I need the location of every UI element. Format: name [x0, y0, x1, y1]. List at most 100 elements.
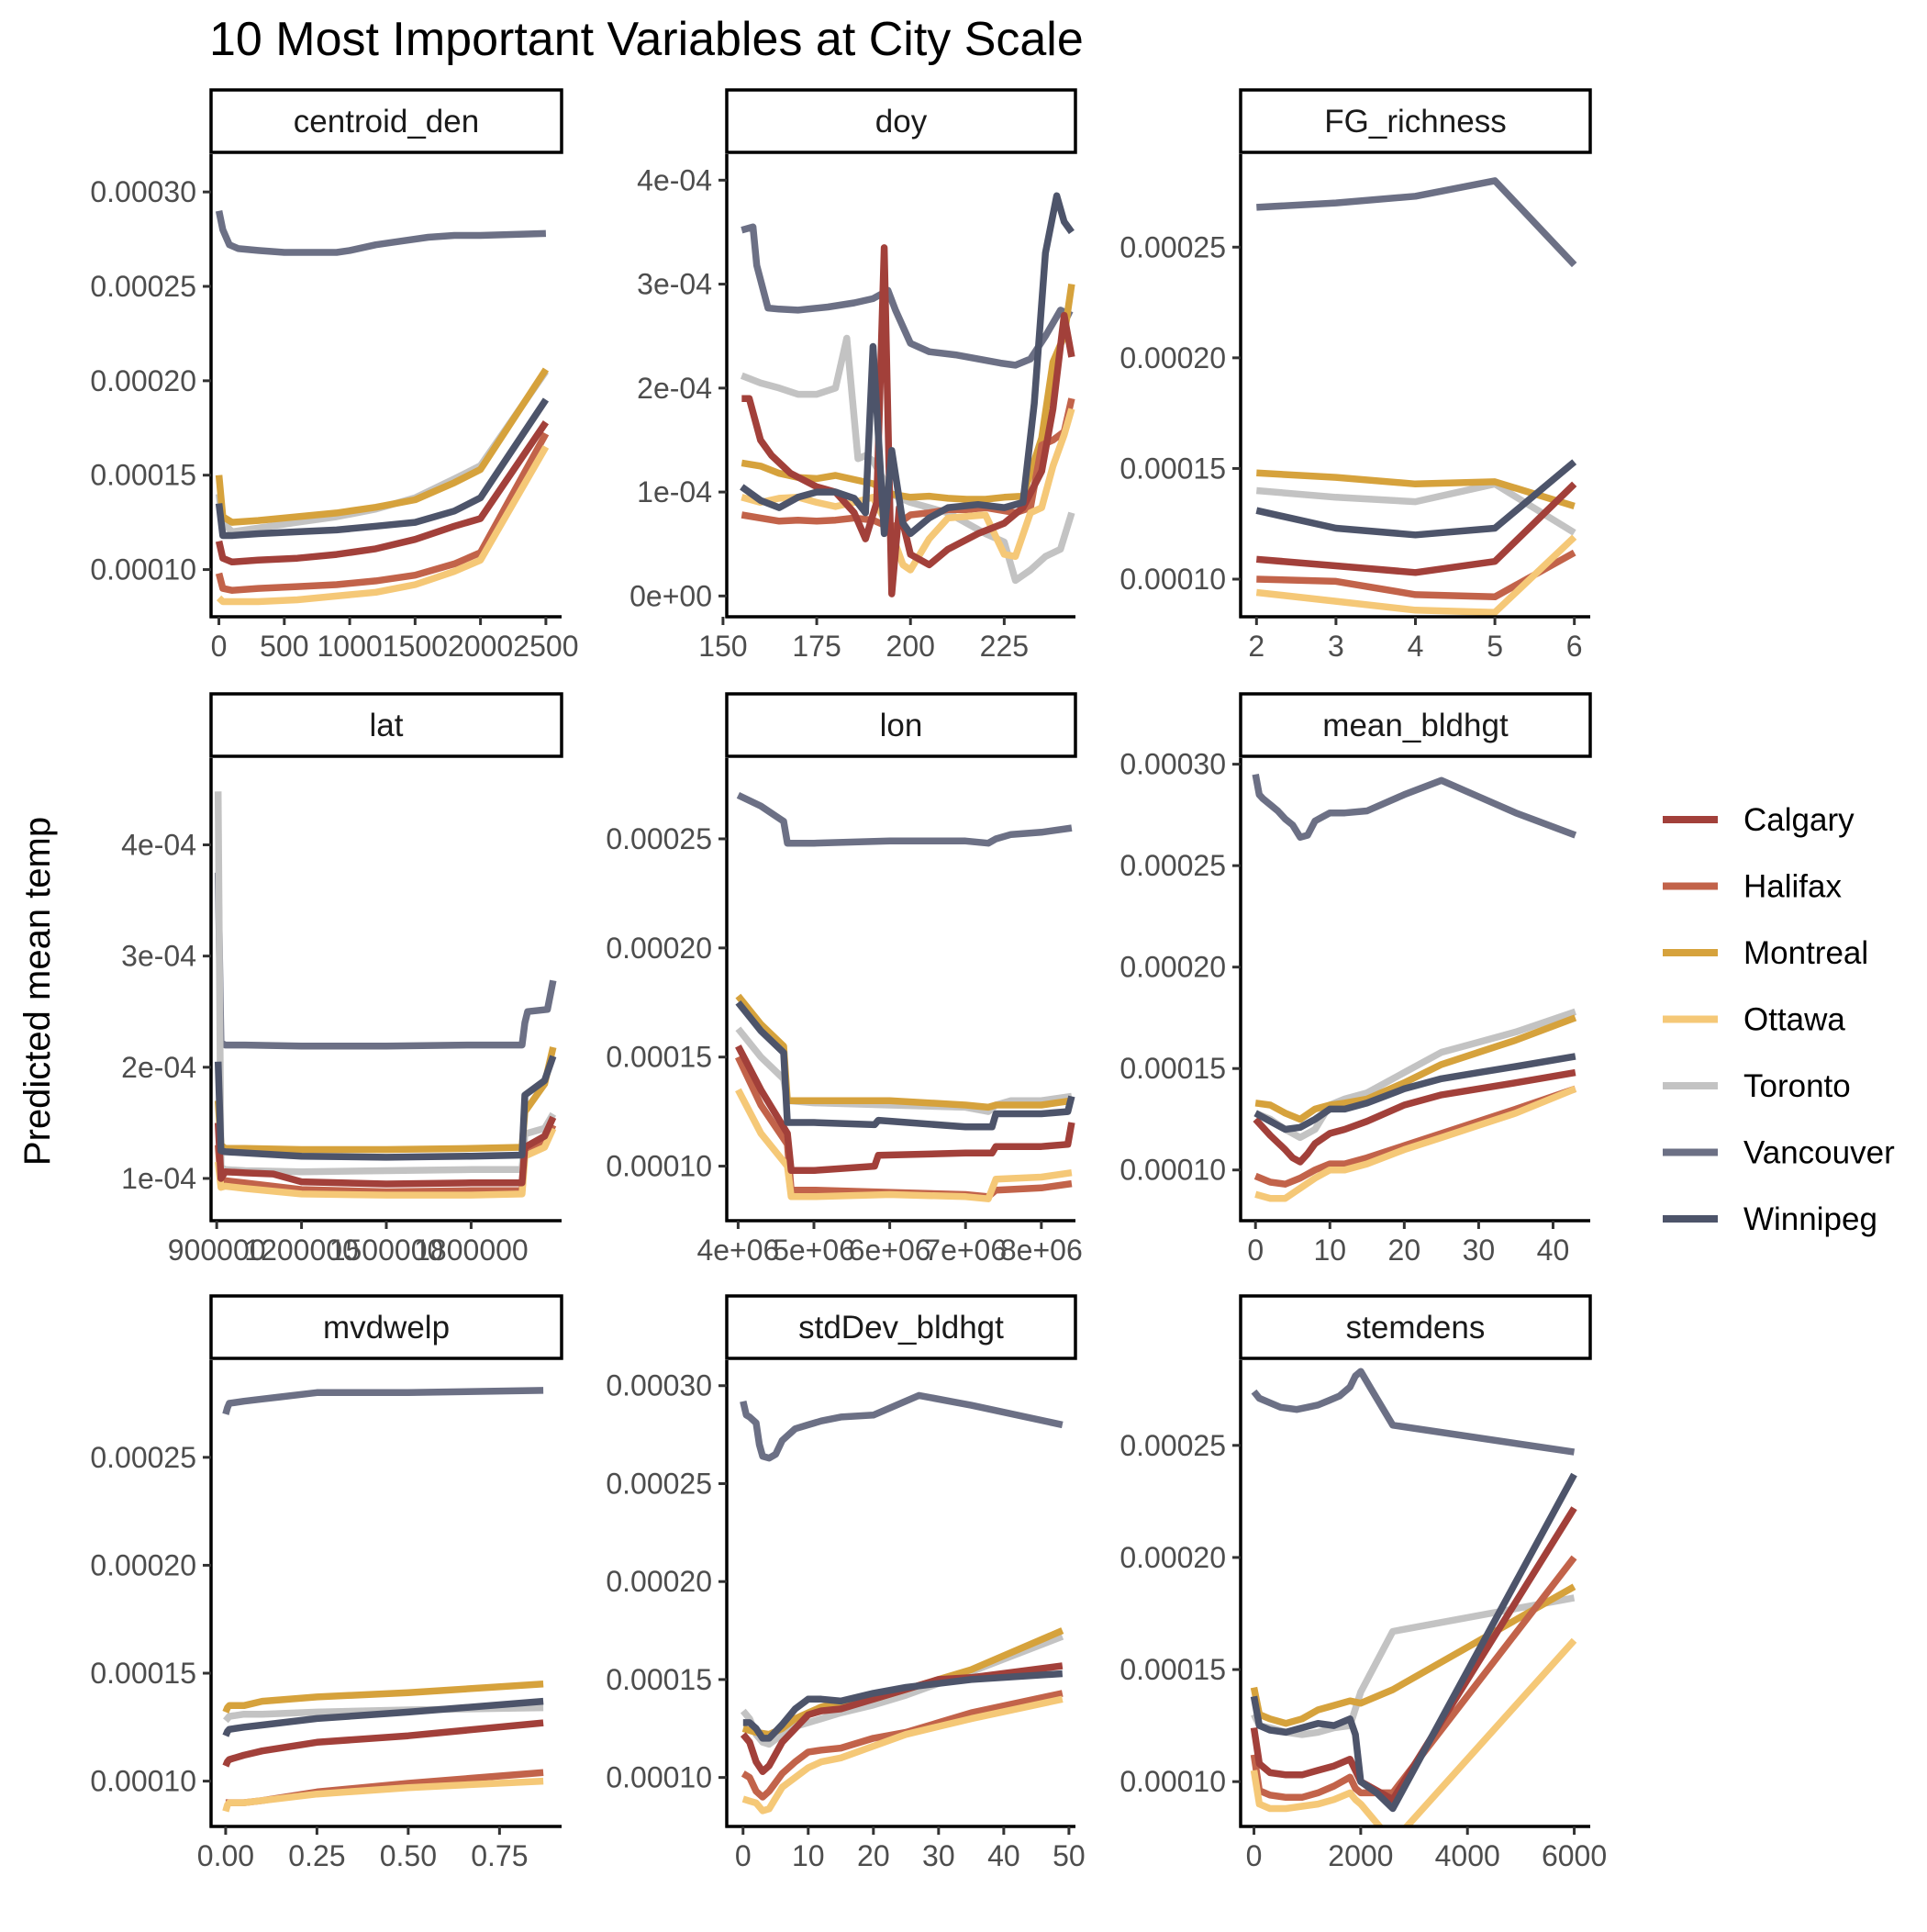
panel-mean-bldhgt: mean_bldhgt 0.00010 0.00015 0.00020 0.00025 0… — [1119, 692, 1592, 1267]
series-lines — [735, 792, 1075, 1202]
x-tick-label: 1200000 — [244, 1234, 359, 1267]
series-line-winnipeg — [735, 1000, 1075, 1131]
x-tick-label: 225 — [980, 630, 1029, 663]
y-tick-label: 0.00010 — [90, 1765, 196, 1798]
y-tick-label: 0.00015 — [1119, 452, 1226, 485]
legend-item-vancouver: Vancouver — [1663, 1135, 1895, 1171]
series-line-montreal — [1254, 1014, 1577, 1123]
legend-item-halifax: Halifax — [1663, 869, 1842, 905]
x-tick-label: 5e+06 — [773, 1234, 855, 1267]
x-tick-label: 4 — [1408, 630, 1424, 663]
series-line-vancouver — [1251, 1368, 1576, 1456]
y-tick-label: 3e-04 — [121, 940, 196, 973]
x-tick-label: 40 — [987, 1839, 1020, 1872]
series-line-ottawa — [214, 1126, 557, 1199]
panel-mvdwelp: mvdwelp 0.00010 0.00015 0.00020 0.00025 0.00 0… — [90, 1294, 563, 1872]
x-tick-label: 30 — [1463, 1234, 1496, 1267]
panel-strip — [209, 692, 563, 758]
legend: Calgary Halifax Montreal Ottawa Toronto Vanco… — [1663, 802, 1895, 1237]
y-tick-label: 0.00020 — [606, 1565, 712, 1598]
series-lines — [1255, 177, 1577, 616]
series-line-vancouver — [222, 1387, 544, 1415]
panel-fg-richness: FG_richness 0.00010 0.00015 0.00020 0.00025 2… — [1119, 88, 1592, 663]
y-tick-label: 3e-04 — [637, 268, 712, 301]
series-line-ottawa — [1255, 534, 1577, 616]
x-tick-label: 1000 — [317, 630, 382, 663]
series-line-winnipeg — [740, 192, 1075, 538]
series-line-winnipeg — [1253, 1053, 1576, 1134]
series-line-winnipeg — [1255, 459, 1577, 539]
series-line-vancouver — [215, 209, 547, 256]
series-line-halifax — [741, 397, 1075, 532]
series-line-calgary — [741, 244, 1075, 597]
y-tick-label: 0.00010 — [90, 553, 196, 586]
series-line-vancouver — [1256, 177, 1577, 268]
panel-strip — [725, 692, 1077, 758]
series-line-ottawa — [216, 445, 550, 606]
x-tick-label: 0.00 — [197, 1839, 254, 1872]
series-lines — [740, 1391, 1064, 1815]
panel-centroid-den: centroid_den 0.00010 0.00015 0.00020 0.00025… — [90, 88, 578, 663]
panel-strip-label: stemdens — [1346, 1310, 1486, 1346]
series-line-vancouver — [214, 872, 557, 1050]
x-tick-label: 1500 — [383, 630, 448, 663]
panel-strip-label: stdDev_bldhgt — [798, 1310, 1004, 1346]
series-line-halifax — [215, 431, 550, 594]
legend-label: Toronto — [1743, 1068, 1851, 1104]
x-tick-label: 150 — [698, 630, 747, 663]
y-tick-label: 2e-04 — [121, 1051, 196, 1084]
series-line-ottawa — [1254, 1085, 1577, 1202]
x-tick-label: 30 — [922, 1839, 955, 1872]
y-tick-label: 1e-04 — [637, 475, 712, 508]
legend-label: Calgary — [1743, 802, 1855, 838]
series-line-calgary — [735, 1044, 1075, 1175]
series-line-montreal — [215, 367, 550, 526]
y-tick-label: 4e-04 — [121, 829, 196, 862]
y-tick-label: 0.00015 — [606, 1041, 712, 1074]
panel-strip — [1239, 88, 1592, 154]
panel-strip-label: lon — [880, 708, 923, 743]
panel-strip — [725, 88, 1077, 154]
series-line-winnipeg — [215, 397, 550, 540]
series-line-montreal — [1256, 469, 1576, 509]
series-lines — [1250, 1368, 1577, 1826]
series-line-calgary — [214, 1115, 557, 1188]
y-tick-label: 0.00020 — [1119, 951, 1226, 984]
y-tick-label: 0.00015 — [90, 459, 196, 492]
y-tick-label: 0.00015 — [1119, 1052, 1226, 1085]
x-tick-label: 0 — [1246, 1839, 1263, 1872]
y-tick-label: 0.00030 — [606, 1369, 712, 1402]
y-tick-label: 0.00025 — [1119, 230, 1226, 263]
y-tick-label: 0.00025 — [606, 1467, 712, 1500]
panel-strip-label: lat — [370, 708, 404, 743]
y-tick-label: 0.00030 — [1119, 748, 1226, 781]
series-lines — [222, 1387, 544, 1813]
x-tick-label: 10 — [792, 1839, 825, 1872]
y-tick-label: 0.00010 — [606, 1150, 712, 1183]
x-tick-label: 4e+06 — [696, 1234, 779, 1267]
x-tick-label: 8e+06 — [1000, 1234, 1083, 1267]
y-tick-label: 0.00010 — [1119, 563, 1226, 596]
x-tick-label: 4000 — [1435, 1839, 1500, 1872]
legend-item-ottawa: Ottawa — [1663, 1002, 1845, 1038]
series-line-ottawa — [1250, 1637, 1577, 1826]
x-tick-label: 200 — [886, 630, 935, 663]
y-tick-label: 0.00015 — [90, 1657, 196, 1690]
legend-label: Halifax — [1743, 869, 1842, 905]
panel-strip — [1239, 692, 1592, 758]
legend-item-calgary: Calgary — [1663, 802, 1855, 838]
y-tick-label: 0.00025 — [1119, 1429, 1226, 1462]
x-tick-label: 1800000 — [414, 1234, 529, 1267]
x-tick-label: 6000 — [1542, 1839, 1607, 1872]
panel-stddev-bldhgt: stdDev_bldhgt 0.00010 0.00015 0.00020 0.0002… — [606, 1294, 1086, 1872]
x-tick-label: 7e+06 — [924, 1234, 1007, 1267]
x-tick-label: 50 — [1053, 1839, 1086, 1872]
chart-title: 10 Most Important Variables at City Scal… — [209, 13, 1084, 66]
x-tick-label: 2000 — [448, 630, 513, 663]
series-line-winnipeg — [222, 1697, 544, 1737]
series-line-vancouver — [1252, 774, 1577, 841]
y-tick-label: 0.00020 — [606, 932, 712, 965]
y-tick-label: 0.00015 — [606, 1663, 712, 1696]
y-tick-label: 0e+00 — [629, 579, 712, 612]
